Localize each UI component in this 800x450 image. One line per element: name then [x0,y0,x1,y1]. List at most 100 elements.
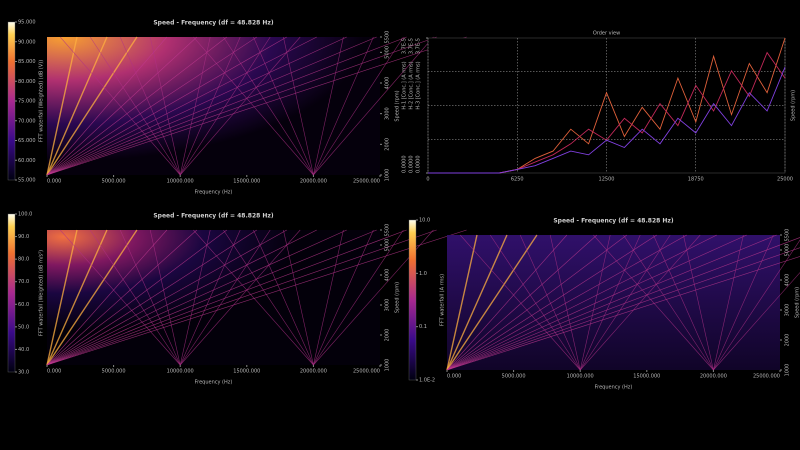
x-tick-label: 5000.000 [102,369,126,375]
colorbar-tick-label: 90.000 [18,39,36,45]
order-trace [223,229,314,366]
order-trace [46,229,377,366]
x-tick-label: 15000.000 [233,179,260,185]
x-tick-label: 5000.000 [502,374,526,380]
y-tick-label: 2000 [385,329,391,342]
colorbar-label: FFT waterfall (Weighted) (dB (V)) [39,60,45,142]
x-tick-label: 25000.000 [353,369,380,375]
colorbar-tick-label: 50.0 [18,324,29,330]
y-tick-label: 5500 [385,31,391,44]
order-trace [119,36,181,176]
order-trace [593,234,714,371]
colorbar-tick-label: 30.0 [18,370,29,376]
order-trace [313,36,404,176]
order-trace [713,234,744,371]
order-trace [46,229,78,366]
order-trace [46,229,467,366]
y-axis-label: Speed (rpm) [395,282,401,313]
y-tick-label: 3.7E-5 [416,38,422,54]
order-trace [179,229,271,366]
y-tick-label: 3000 [385,299,391,312]
y-tick-label: 4000 [385,77,391,90]
y-axis-label: Speed (rpm) [395,90,401,121]
chart-title: Order view [593,31,620,37]
colorbar-tick-label: 1.0 [419,271,427,277]
order-trace [489,234,581,371]
order-trace [179,36,301,176]
order-trace [459,234,581,371]
order-trace [179,36,271,176]
order-trace [119,229,181,366]
order-trace [89,229,181,366]
series-line [428,67,786,174]
y-tick-label: 3000 [385,107,391,120]
legend-label: H-2 [Conc.] (A rms) [409,61,415,109]
order-trace [46,36,168,176]
order-trace [46,229,108,366]
x-tick-label: 20000.000 [300,369,327,375]
order-trace [149,36,181,176]
order-trace [46,229,138,366]
order-trace [579,234,671,371]
chart-title: Speed - Frequency (df = 48.828 Hz) [153,20,274,27]
y-tick-label: 4000 [785,274,791,287]
y-axis-label: Speed (rpm) [791,90,797,121]
order-trace [46,229,228,366]
colorbar-tick-label: 70.0 [18,279,29,285]
colorbar [408,219,417,381]
x-axis-label: Frequency (Hz) [195,190,233,196]
y-tick-label: 2000 [785,334,791,347]
x-tick-label: 20000.000 [300,179,327,185]
colorbar-tick-label: 0.1 [419,324,427,330]
order-trace [283,36,314,176]
order-trace [193,36,314,176]
order-trace [46,229,287,366]
x-tick-label: 15000.000 [633,374,660,380]
x-tick-label: 10000.000 [167,369,194,375]
y-tick-label: 3.7E-5 [409,38,415,54]
order-trace [283,229,314,366]
order-trace [446,234,657,371]
order-trace [46,36,347,176]
order-trace [46,36,317,176]
colorbar-tick-label: 80.000 [18,79,36,85]
legend-label: H-3 [Conc.] (A rms) [416,61,422,109]
order-trace [713,234,774,371]
order-trace [46,36,287,176]
colorbar-label: FFT waterfall (Weighted) (dB m/s²) [39,250,45,336]
order-trace [446,234,598,371]
order-trace [253,229,314,366]
x-tick-label: 20000.000 [700,374,727,380]
order-trace [446,234,687,371]
colorbar-tick-label: 10.0 [419,218,430,224]
order-trace [46,36,407,176]
chart-title: Speed - Frequency (df = 48.828 Hz) [153,213,274,220]
colorbar-tick-label: 70.000 [18,118,36,124]
colorbar-label: FFT waterfall (A rms) [440,274,446,326]
y-tick-label: 5500 [785,229,791,242]
y-tick-label: 0.0000 [409,156,415,174]
x-tick-label: 0 [426,177,429,183]
order-trace [179,36,211,176]
chart-title: Speed - Frequency (df = 48.828 Hz) [553,218,674,225]
order-trace [446,234,478,371]
order-trace [46,229,437,366]
order-trace [46,229,198,366]
x-tick-label: 0.000 [47,369,61,375]
x-axis-label: Frequency (Hz) [595,385,633,391]
order-trace [623,234,714,371]
order-trace [59,36,181,176]
y-tick-label: 1000 [385,169,391,182]
order-trace [179,229,241,366]
order-trace [313,229,374,366]
order-trace [59,229,181,366]
order-trace [46,36,108,176]
order-trace [46,229,347,366]
y-tick-label: 5000 [785,244,791,257]
order-trace [46,36,78,176]
order-trace [446,234,717,371]
order-trace [46,36,377,176]
order-trace [313,229,344,366]
